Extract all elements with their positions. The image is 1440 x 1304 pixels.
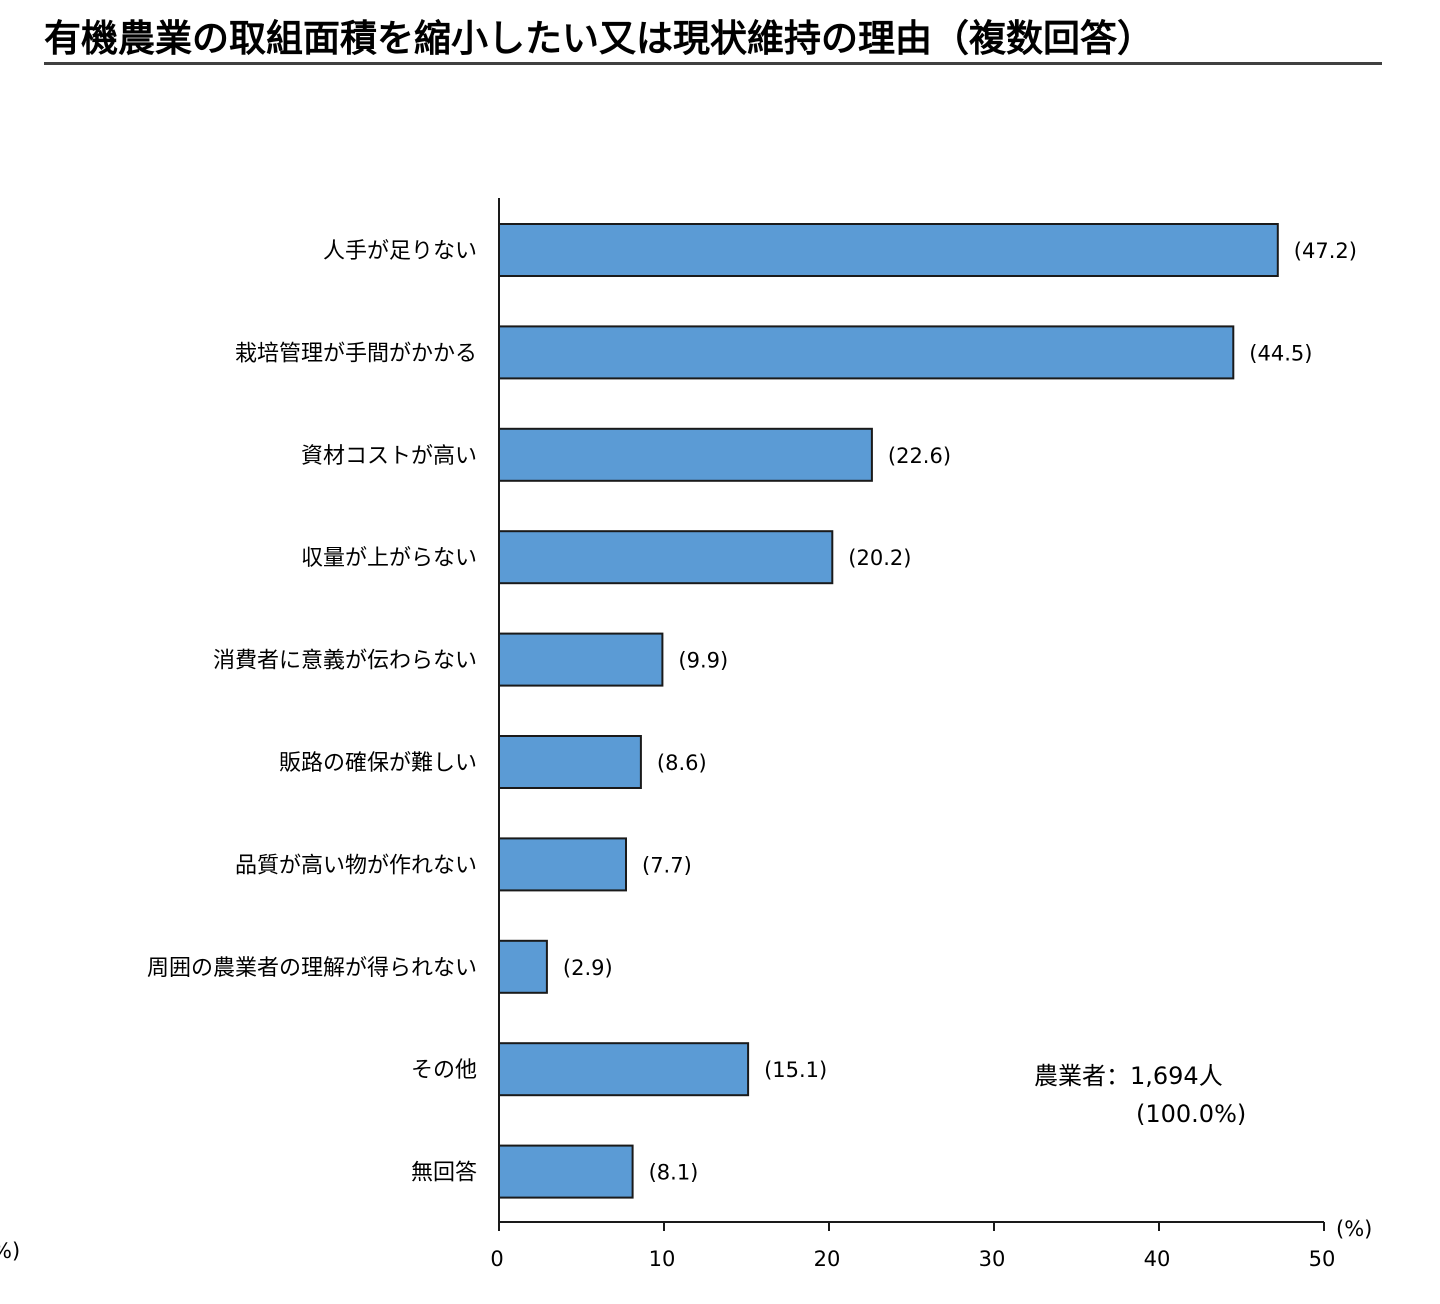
bar — [498, 735, 642, 789]
value-label: (44.5) — [1249, 341, 1312, 365]
x-tick-label: 50 — [1309, 1247, 1336, 1271]
x-tick-label: 0 — [490, 1247, 503, 1271]
sample-percent-label: (100.0%) — [1136, 1100, 1246, 1128]
category-label: 消費者に意義が伝わらない — [213, 649, 477, 674]
value-label: (20.2) — [848, 546, 911, 570]
x-tick-label: 30 — [979, 1247, 1006, 1271]
bar — [498, 939, 548, 994]
value-labels: (47.2) (44.5) (22.6) (20.2) (9.9) (8.6) (7.7) (… — [563, 239, 1357, 1185]
x-tick-label: 20 — [814, 1247, 841, 1271]
x-axis-unit-label: (%) — [1336, 1217, 1372, 1241]
category-label: 無回答 — [411, 1161, 477, 1186]
bar — [498, 223, 1279, 277]
bar — [498, 632, 664, 687]
chart-title: 有機農業の取組面積を縮小したい又は現状維持の理由（複数回答） — [44, 17, 1154, 60]
x-tick-label: 40 — [1144, 1247, 1171, 1271]
category-label: その他 — [411, 1058, 477, 1083]
value-label: (2.9) — [563, 956, 613, 980]
category-label: 販路の確保が難しい — [279, 751, 477, 776]
category-label: 人手が足りない — [323, 239, 477, 264]
x-tick-label: 10 — [649, 1247, 676, 1271]
left-edge-fragment: %) — [0, 1239, 20, 1263]
bar — [498, 1042, 750, 1097]
category-label: 周囲の農業者の理解が得られない — [147, 956, 477, 981]
value-label: (9.9) — [678, 649, 728, 673]
category-label: 収量が上がらない — [301, 546, 477, 571]
title-underline — [44, 62, 1382, 65]
value-label: (15.1) — [764, 1058, 827, 1082]
value-label: (22.6) — [888, 444, 951, 468]
bar — [498, 530, 834, 585]
value-label: (47.2) — [1294, 239, 1357, 263]
sample-size-label: 農業者：1,694人 — [1034, 1062, 1223, 1090]
value-label: (8.1) — [649, 1161, 699, 1185]
value-label: (8.6) — [657, 751, 707, 775]
category-label: 栽培管理が手間がかかる — [235, 341, 477, 366]
bar — [498, 1144, 634, 1199]
category-label: 資材コストが高い — [301, 444, 477, 469]
bars-layer — [498, 223, 1279, 1199]
category-label: 品質が高い物が作れない — [235, 853, 477, 878]
bar — [498, 427, 873, 482]
category-labels: 人手が足りない栽培管理が手間がかかる資材コストが高い収量が上がらない消費者に意義… — [147, 239, 477, 1186]
bar — [498, 837, 627, 892]
bar — [498, 325, 1235, 380]
axes: 0 10 20 30 40 50 — [490, 198, 1335, 1271]
sample-note: 農業者：1,694人 (100.0%) — [1034, 1062, 1246, 1128]
value-label: (7.7) — [642, 853, 692, 877]
